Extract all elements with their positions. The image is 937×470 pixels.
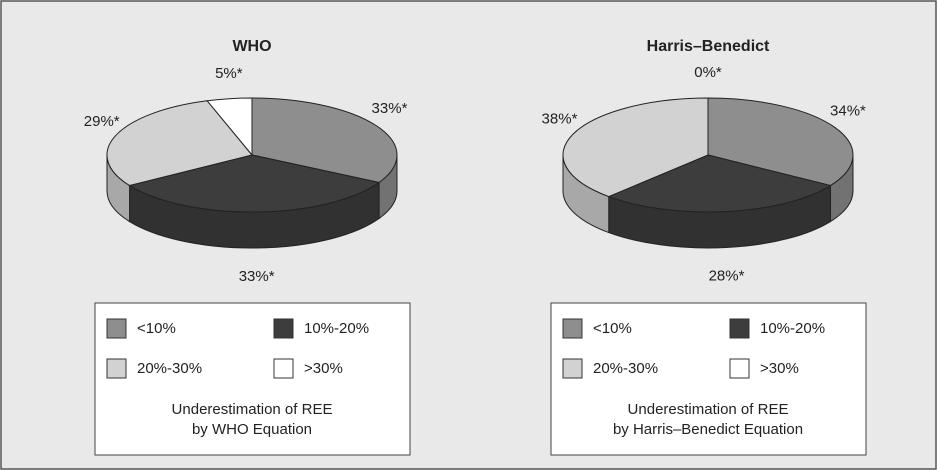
legend-label: 20%-30% xyxy=(593,360,658,377)
legend-label: 10%-20% xyxy=(304,320,369,337)
value-label: 28%* xyxy=(709,267,745,284)
legend-label: >30% xyxy=(304,360,343,377)
value-label: 33%* xyxy=(239,268,275,285)
slice xyxy=(251,97,398,183)
value-label: 34%* xyxy=(830,102,866,119)
legend-box xyxy=(94,302,411,456)
legend-label: <10% xyxy=(593,320,632,337)
chart-title: Harris–Benedict xyxy=(647,38,770,55)
legend-label: >30% xyxy=(760,360,799,377)
value-label: 29%* xyxy=(84,113,120,130)
legend-swatch xyxy=(729,318,750,339)
legend-swatch xyxy=(562,318,583,339)
slice xyxy=(562,97,709,198)
legend-swatch xyxy=(562,358,583,379)
legend-caption: by Harris–Benedict Equation xyxy=(613,421,803,438)
legend-swatch xyxy=(273,318,294,339)
legend-box xyxy=(550,302,867,456)
chart-title: WHO xyxy=(232,38,271,55)
legend-caption: Underestimation of REE xyxy=(172,401,333,418)
legend-swatch xyxy=(729,358,750,379)
legend-label: 10%-20% xyxy=(760,320,825,337)
legend-swatch xyxy=(106,358,127,379)
legend-label: 20%-30% xyxy=(137,360,202,377)
legend-caption: Underestimation of REE xyxy=(628,401,789,418)
value-label: 5%* xyxy=(215,65,243,82)
legend-caption: by WHO Equation xyxy=(192,421,312,438)
slice xyxy=(206,97,253,157)
slice xyxy=(607,154,832,213)
value-label: 33%* xyxy=(372,100,408,117)
value-label: 0%* xyxy=(694,64,722,81)
legend-swatch xyxy=(273,358,294,379)
slice xyxy=(128,154,381,213)
slice xyxy=(106,100,253,187)
legend-label: <10% xyxy=(137,320,176,337)
legend-swatch xyxy=(106,318,127,339)
value-label: 38%* xyxy=(542,111,578,128)
